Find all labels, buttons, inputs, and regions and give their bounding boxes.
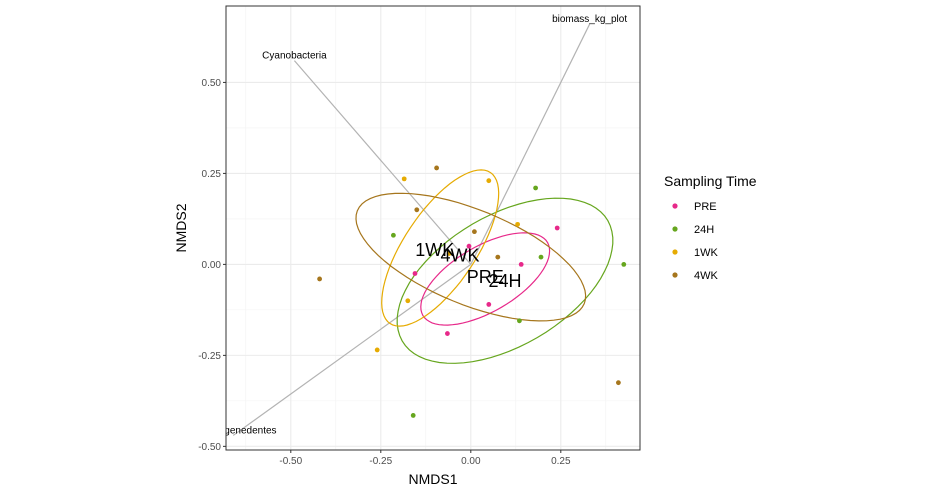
x-axis-title: NMDS1 xyxy=(408,471,457,487)
point-4wk xyxy=(317,276,322,282)
confidence-ellipses xyxy=(355,169,614,364)
x-tick-label: -0.50 xyxy=(279,456,302,467)
x-tick-label: 0.00 xyxy=(461,456,481,467)
vector-labels: Cyanobacteria biomass_kg_plot Thermogenede… xyxy=(190,14,627,436)
point-pre xyxy=(518,261,524,267)
ellipse-4wk xyxy=(355,192,587,322)
point-pre xyxy=(486,302,492,307)
point-pre xyxy=(466,243,472,249)
point-24h xyxy=(410,413,416,418)
vector-arrow xyxy=(232,263,472,436)
point-4wk xyxy=(434,165,439,171)
environmental-vectors xyxy=(232,23,591,436)
point-4wk xyxy=(616,380,621,386)
point-pre xyxy=(445,331,450,336)
ellipse-1wk xyxy=(381,169,500,327)
y-tick-label: 0.50 xyxy=(202,78,222,89)
point-24h xyxy=(517,318,522,324)
group-label-1wk: 1WK xyxy=(415,240,454,260)
y-tick-label: -0.25 xyxy=(198,351,221,362)
legend-label-pre: PRE xyxy=(694,201,717,213)
point-4wk xyxy=(472,229,477,235)
point-1wk xyxy=(486,178,492,184)
point-1wk xyxy=(374,347,380,353)
x-tick-label: 0.25 xyxy=(551,456,571,467)
vector-arrow xyxy=(470,23,591,265)
legend-key-1wk xyxy=(672,249,678,255)
x-tick-label: -0.25 xyxy=(369,456,392,467)
ellipse-24h xyxy=(396,197,614,364)
plot-panel xyxy=(226,6,640,450)
y-axis-title: NMDS2 xyxy=(173,203,189,252)
legend-key-4wk xyxy=(672,272,678,278)
vector-label: Cyanobacteria xyxy=(262,51,327,62)
axes: -0.50 -0.25 0.00 0.25 -0.50 -0.25 0.00 0.25 0.50 xyxy=(198,78,571,467)
point-24h xyxy=(533,185,538,191)
point-1wk xyxy=(515,221,520,227)
vector-arrow xyxy=(293,60,472,265)
ellipse-pre xyxy=(420,232,551,326)
panel-border xyxy=(225,5,641,451)
vector-label: Thermogenedentes xyxy=(190,425,277,436)
group-label-pre: PRE xyxy=(467,267,504,287)
point-pre xyxy=(554,225,560,231)
point-4wk xyxy=(414,207,420,213)
legend-key-24h xyxy=(672,226,678,232)
y-tick-label: 0.00 xyxy=(202,260,222,271)
vector-label: biomass_kg_plot xyxy=(552,14,627,25)
legend-title: Sampling Time xyxy=(664,173,757,189)
point-pre xyxy=(412,271,418,276)
point-1wk xyxy=(446,251,452,256)
y-tick-label: 0.25 xyxy=(202,169,222,180)
point-1wk xyxy=(405,298,411,304)
legend: Sampling Time PRE 24H 1WK 4WK xyxy=(664,173,757,282)
point-24h xyxy=(621,261,627,267)
group-label-4wk: 4WK xyxy=(440,245,479,265)
legend-label-24h: 24H xyxy=(694,224,714,236)
point-24h xyxy=(391,232,396,238)
legend-label-1wk: 1WK xyxy=(694,247,719,259)
legend-label-4wk: 4WK xyxy=(694,270,719,282)
point-4wk xyxy=(495,254,501,260)
point-24h xyxy=(538,254,544,260)
data-points xyxy=(317,165,627,418)
grid-lines xyxy=(226,6,640,450)
legend-key-pre xyxy=(672,203,678,209)
y-tick-label: -0.50 xyxy=(198,442,221,453)
group-label-24h: 24H xyxy=(488,271,521,291)
point-1wk xyxy=(401,176,407,182)
